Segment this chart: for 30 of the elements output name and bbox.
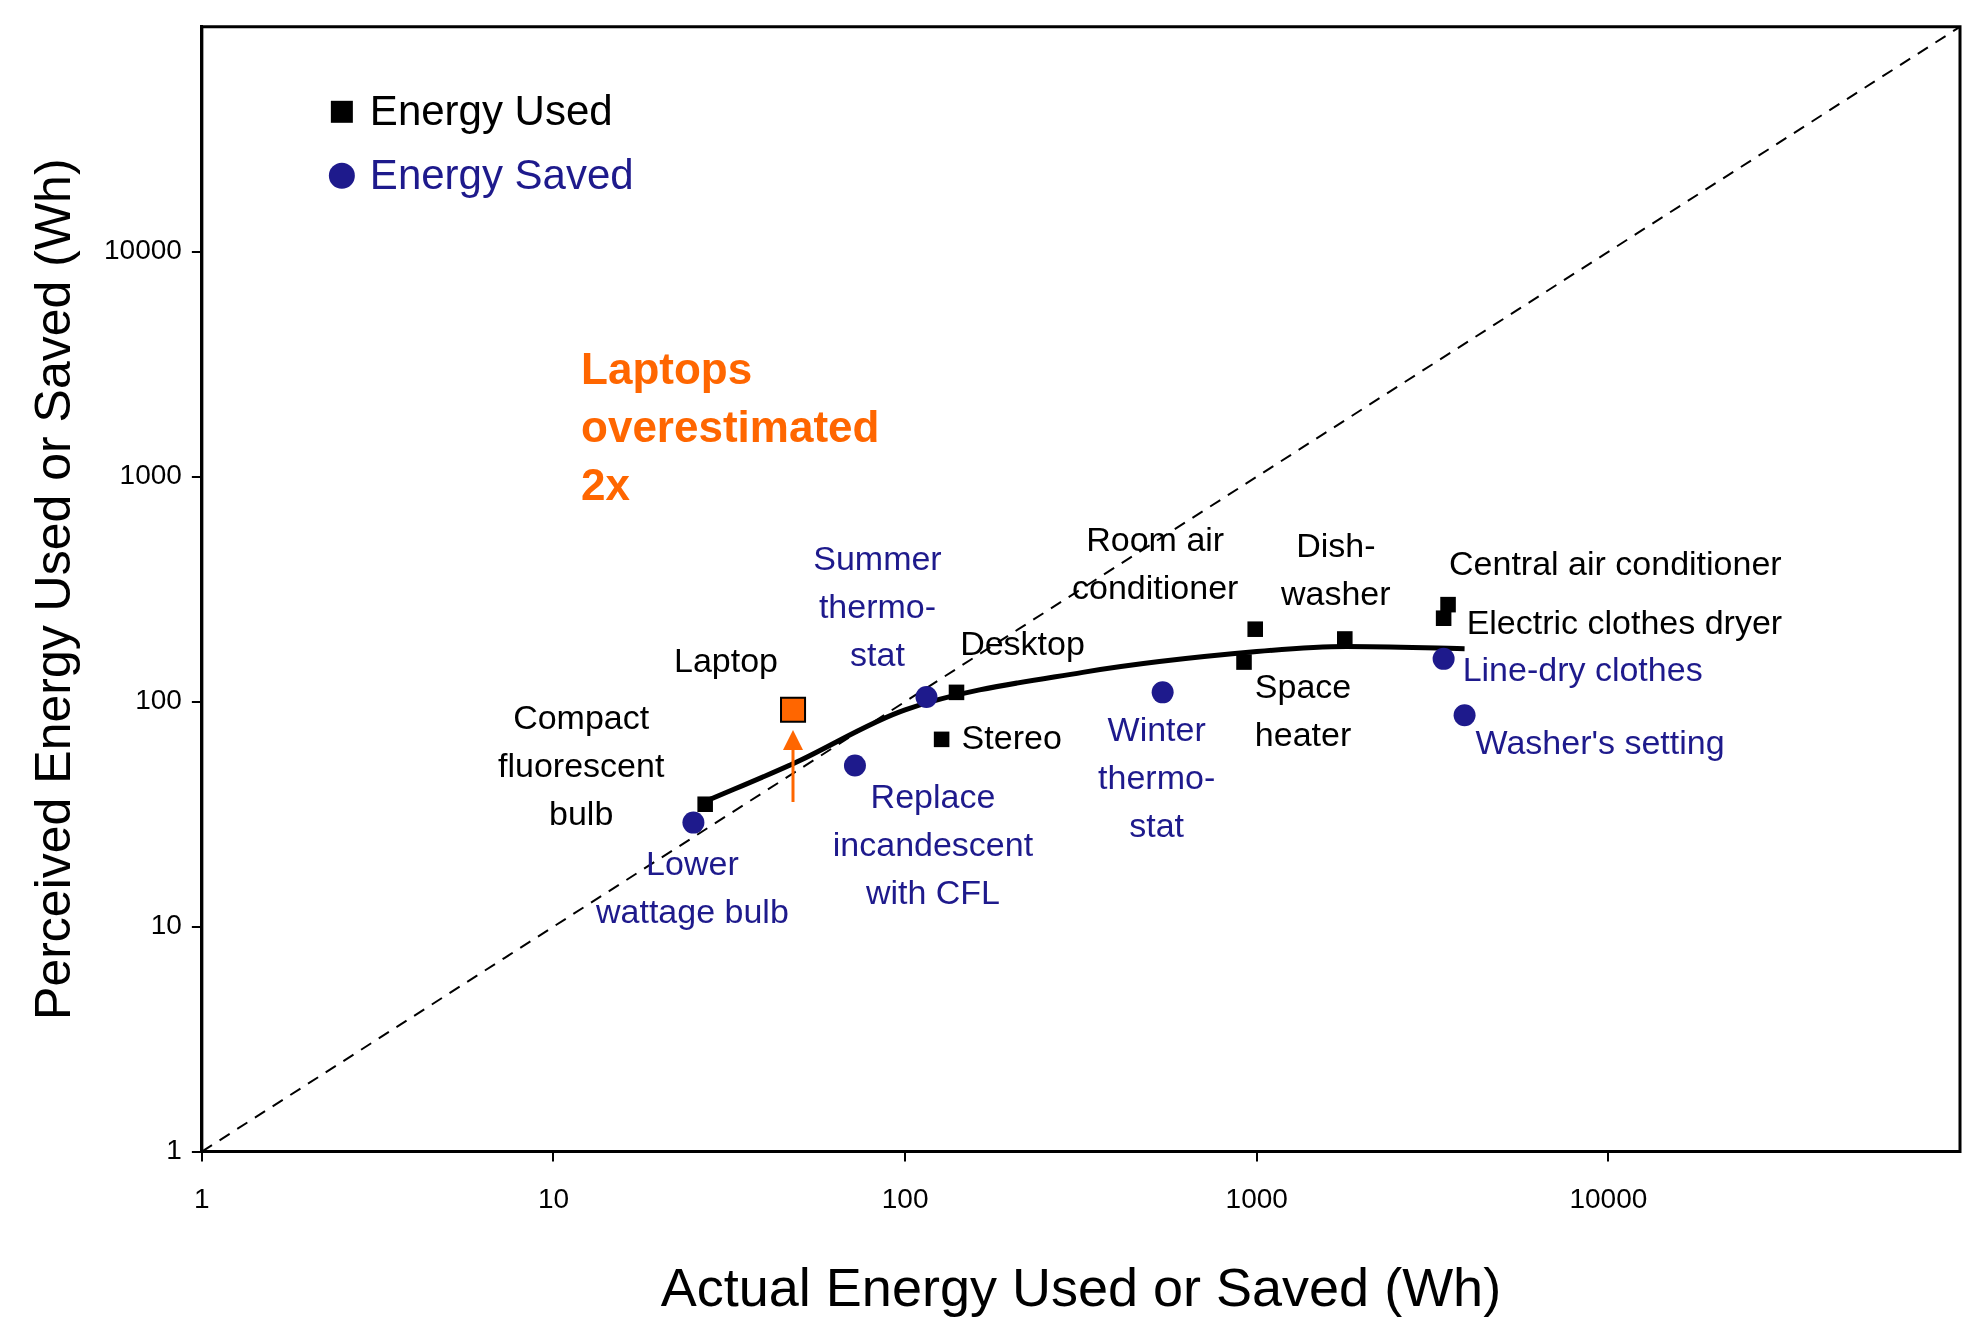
- annotation: Washer's setting: [1475, 722, 1725, 761]
- annotation: Room air conditioner: [1072, 519, 1239, 606]
- x-tick-label: 10: [537, 1183, 570, 1215]
- annotation: Central air conditioner: [1449, 544, 1782, 583]
- annotation: Laptops overestimated 2x: [581, 343, 880, 509]
- x-tick-label: 1: [194, 1183, 210, 1215]
- y-axis-title: Perceived Energy Used or Saved (Wh): [24, 158, 81, 1020]
- annotation: Space heater: [1254, 667, 1352, 754]
- annotation: Compact fluorescent bulb: [498, 697, 665, 832]
- annotation: Laptop: [674, 641, 779, 680]
- y-tick-label: 10000: [103, 234, 182, 266]
- y-tick-label: 100: [135, 684, 182, 716]
- x-axis-title: Actual Energy Used or Saved (Wh): [660, 1257, 1502, 1318]
- legend-label: Energy Saved: [369, 151, 634, 199]
- annotation: Desktop: [960, 623, 1085, 662]
- x-tick-label: 10000: [1569, 1183, 1648, 1215]
- annotation: Stereo: [961, 717, 1062, 756]
- annotation: Summer thermo- stat: [813, 539, 942, 674]
- annotation: Lower wattage bulb: [595, 843, 789, 930]
- annotation: Winter thermo- stat: [1098, 709, 1216, 844]
- annotation: Electric clothes dryer: [1466, 602, 1783, 641]
- x-tick-label: 1000: [1225, 1183, 1288, 1215]
- x-tick-label: 100: [881, 1183, 929, 1215]
- y-tick-label: 1: [166, 1134, 182, 1166]
- y-tick-label: 10: [150, 909, 182, 941]
- annotation: Line-dry clothes: [1462, 650, 1703, 689]
- legend-label: Energy Used: [369, 87, 613, 135]
- y-tick-label: 1000: [119, 459, 182, 491]
- annotation: Replace incandescent with CFL: [832, 776, 1034, 911]
- annotation: Dish- washer: [1279, 526, 1391, 613]
